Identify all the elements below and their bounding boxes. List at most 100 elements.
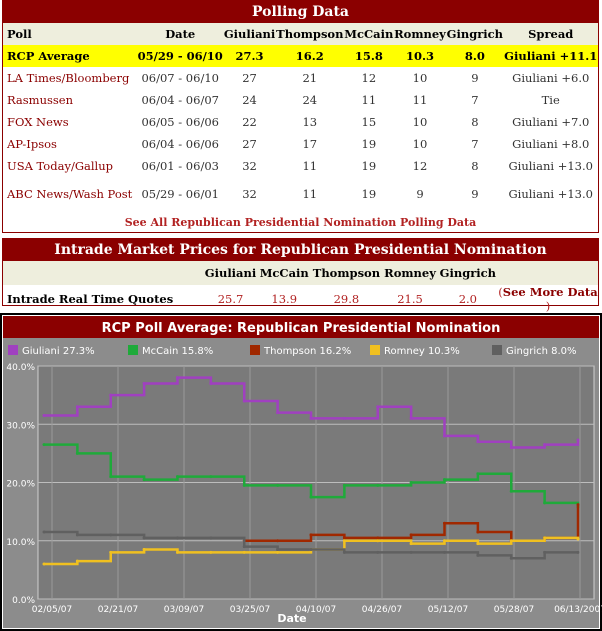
poll-link[interactable]: Rasmussen [7,93,74,107]
header-romney: Romney [393,23,447,45]
poll-spread: Tie [541,93,560,107]
chart-svg: RCP Poll Average: Republican Presidentia… [2,315,602,629]
chart-title-bar [3,316,599,338]
polling-title: Polling Data [3,1,598,23]
poll-link[interactable]: LA Times/Bloomberg [7,71,130,85]
poll-thompson: 17 [302,137,318,151]
data-point [443,434,446,438]
data-point [209,550,213,554]
data-point [509,556,513,560]
poll-gingrich: 7 [471,93,479,107]
data-point [443,478,446,482]
data-point [209,381,213,385]
data-point [176,475,179,479]
poll-mccain: 15 [361,115,377,129]
intrade-title: Intrade Market Prices for Republican Pre… [3,239,598,261]
data-point [443,539,446,543]
paren-open: ( [498,285,503,299]
data-point [209,475,213,479]
see-all-polling-link[interactable]: See All Republican Presidential Nominati… [124,216,477,229]
intrade-header-more [498,261,598,285]
data-point [42,562,46,566]
poll-gingrich: 8 [471,115,479,129]
see-more-data-link[interactable]: See More Data [502,285,598,299]
intrade-gingrich: 2.0 [458,292,477,306]
poll-thompson: 11 [302,159,318,173]
x-tick-label: 05/12/07 [428,605,468,615]
rcp-average-date: 05/29 - 06/10 [137,45,224,67]
data-point [476,530,480,534]
poll-date: 05/29 - 06/01 [141,187,219,201]
header-poll: Poll [3,23,137,45]
poll-spread: Giuliani +13.0 [508,187,593,201]
poll-link[interactable]: FOX News [7,115,69,129]
data-point [176,376,179,380]
intrade-table: Giuliani McCain Thompson Romney Gingrich… [3,261,598,313]
data-point [342,536,346,540]
rcp-average-label[interactable]: RCP Average [3,45,137,67]
poll-date: 06/04 - 06/06 [141,137,219,151]
legend-swatch [370,345,380,355]
data-point [376,405,380,409]
series-line [44,376,580,449]
intrade-panel: Intrade Market Prices for Republican Pre… [2,238,599,313]
y-tick-label: 20.0% [6,480,35,490]
poll-mccain: 12 [361,71,377,85]
data-point [42,530,46,534]
legend-label: McCain 15.8% [142,346,213,357]
data-point [309,547,313,551]
data-point [509,489,513,493]
y-tick-label: 40.0% [6,363,35,373]
chart-legend: Giuliani 27.3% McCain 15.8% Thompson 16.2%… [8,345,577,357]
data-point [342,550,346,554]
data-point [476,553,480,557]
x-tick-label: 04/26/07 [362,605,402,615]
x-axis-label: Date [277,612,306,625]
legend-swatch [128,345,138,355]
data-point [142,381,146,385]
data-point [75,451,79,455]
table-row: AP-Ipsos 06/04 - 06/06 27 17 19 10 7 Giu… [3,133,598,155]
x-tick-label: 03/25/07 [230,605,270,615]
data-point [476,542,480,546]
poll-romney: 11 [412,93,428,107]
data-point [342,483,346,487]
data-point [576,503,580,507]
rcp-average-romney: 10.3 [393,45,447,67]
x-tick-label: 06/13/2007 [554,605,602,615]
intrade-header-row: Giuliani McCain Thompson Romney Gingrich [3,261,598,285]
poll-thompson: 24 [302,93,318,107]
legend-label: Romney 10.3% [384,346,460,357]
data-point [142,547,146,551]
data-point [476,440,480,444]
poll-thompson: 21 [302,71,318,85]
poll-link[interactable]: AP-Ipsos [7,137,57,151]
intrade-label: Intrade Real Time Quotes [7,292,174,306]
poll-mccain: 19 [361,187,377,201]
poll-link[interactable]: USA Today/Gallup [7,159,113,173]
poll-spread: Giuliani +13.0 [508,159,593,173]
poll-spread: Giuliani +8.0 [512,137,590,151]
poll-mccain: 19 [361,159,377,173]
table-row: Rasmussen 06/04 - 06/07 24 24 11 11 7 Ti… [3,89,598,111]
data-point [142,478,146,482]
polling-data-panel: Polling Data Poll Date Giuliani Thompson… [2,0,599,233]
poll-spread: Giuliani +7.0 [512,115,590,129]
intrade-header-giuliani: Giuliani [204,266,257,280]
poll-link[interactable]: ABC News/Wash Post [7,187,133,201]
data-point [509,539,513,543]
data-point [242,483,246,487]
poll-giuliani: 24 [242,93,257,107]
table-row: USA Today/Gallup 06/01 - 06/03 32 11 19 … [3,155,598,177]
legend-label: Giuliani 27.3% [22,346,95,357]
data-point [476,472,480,476]
poll-romney: 10 [412,71,428,85]
poll-romney: 12 [412,159,428,173]
data-point [142,536,146,540]
data-point [276,547,280,551]
y-tick-label: 0.0% [12,596,35,606]
data-point [309,495,313,499]
poll-giuliani: 32 [242,159,257,173]
data-point [75,533,79,537]
poll-romney: 10 [412,137,428,151]
